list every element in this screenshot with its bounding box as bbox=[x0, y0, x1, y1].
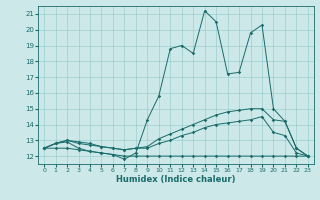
X-axis label: Humidex (Indice chaleur): Humidex (Indice chaleur) bbox=[116, 175, 236, 184]
